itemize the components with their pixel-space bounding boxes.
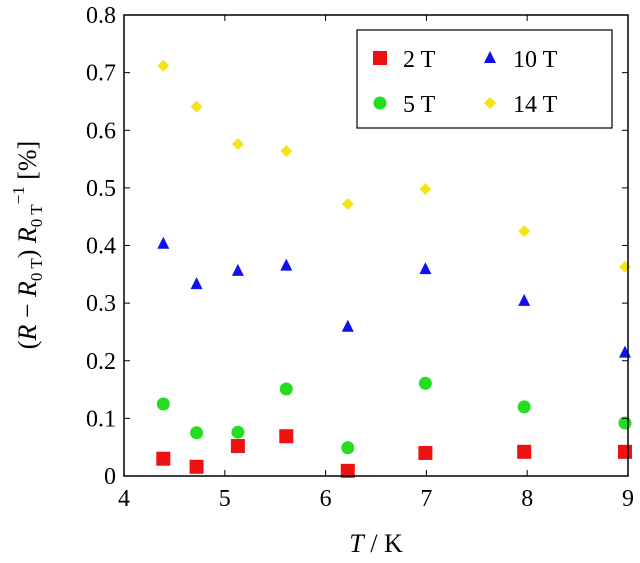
point-10t	[157, 236, 170, 249]
x-axis-label: T / K	[349, 529, 403, 558]
point-14t	[157, 59, 170, 72]
legend-marker-2t	[373, 51, 387, 65]
point-2t	[279, 429, 294, 444]
legend-marker-5t	[373, 96, 387, 110]
legend-label: 2 T	[403, 47, 436, 73]
point-2t	[617, 444, 632, 459]
point-2t	[189, 459, 204, 474]
point-10t	[190, 277, 203, 290]
y-tick-label: 0	[104, 464, 116, 490]
legend-marker-10t	[484, 51, 496, 63]
point-5t	[190, 426, 204, 440]
legend: 2 T 5 T 10 T 14 T	[356, 29, 613, 129]
point-14t	[280, 144, 293, 157]
point-2t	[517, 444, 532, 459]
point-10t	[280, 258, 293, 271]
legend-label: 5 T	[403, 92, 436, 118]
point-14t	[419, 183, 432, 196]
point-14t	[618, 260, 631, 273]
point-14t	[231, 138, 244, 151]
point-5t	[231, 425, 245, 439]
point-14t	[341, 198, 354, 211]
y-tick-label: 0.5	[86, 176, 116, 202]
point-10t	[518, 293, 531, 306]
x-tick-label: 8	[521, 486, 533, 512]
y-axis-label: (R − R0 T) R0 T−1 [%]	[9, 141, 46, 349]
legend-marker-14t	[484, 97, 496, 109]
point-5t	[341, 441, 355, 455]
y-tick-label: 0.6	[86, 118, 116, 144]
point-2t	[418, 445, 433, 460]
point-2t	[230, 439, 245, 454]
point-14t	[518, 225, 531, 238]
point-10t	[618, 345, 631, 358]
y-tick-label: 0.8	[86, 3, 116, 29]
x-tick-label: 6	[320, 486, 332, 512]
y-tick-label: 0.4	[86, 234, 116, 260]
x-tick-label: 7	[420, 486, 432, 512]
point-5t	[418, 376, 432, 390]
y-tick-label: 0.7	[86, 61, 116, 87]
legend-label: 10 T	[513, 47, 558, 73]
point-2t	[340, 463, 355, 478]
plot-frame	[123, 14, 629, 477]
legend-label: 14 T	[513, 92, 558, 118]
x-tick-label: 9	[622, 486, 634, 512]
point-10t	[341, 319, 354, 332]
legend-box	[356, 29, 613, 129]
point-2t	[156, 451, 171, 466]
x-tick-label: 5	[219, 486, 231, 512]
point-14t	[190, 100, 203, 113]
point-5t	[517, 400, 531, 414]
point-5t	[156, 397, 170, 411]
point-10t	[419, 262, 432, 275]
x-tick-label: 4	[118, 486, 130, 512]
axis-ticks: 4 5 6 7 8 9 0 0.1 0.2 0.3 0.4 0.5 0.6 0.7 0.8	[86, 3, 634, 512]
y-tick-label: 0.2	[86, 349, 116, 375]
point-5t	[279, 382, 293, 396]
point-10t	[231, 263, 244, 276]
y-tick-label: 0.3	[86, 291, 116, 317]
y-tick-label: 0.1	[86, 406, 116, 432]
